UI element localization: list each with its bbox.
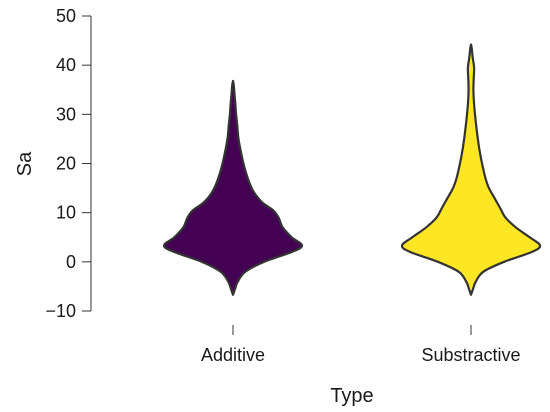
y-tick-label: 0 [66, 252, 76, 272]
violin-substractive [400, 43, 542, 296]
y-axis-title: Sa [14, 151, 36, 176]
y-axis: −10 0 10 20 30 40 50 [45, 6, 92, 321]
x-axis: Additive Substractive [201, 325, 521, 365]
x-tick-label: Substractive [421, 345, 520, 365]
y-tick-label: 50 [56, 6, 76, 26]
violins [162, 43, 542, 296]
y-tick-label: 30 [56, 104, 76, 124]
y-tick-label: −10 [45, 301, 76, 321]
y-tick-label: 40 [56, 55, 76, 75]
y-tick-label: 10 [56, 203, 76, 223]
x-tick-label: Additive [201, 345, 265, 365]
violin-additive [162, 79, 304, 296]
x-axis-title: Type [330, 385, 373, 407]
y-tick-label: 20 [56, 154, 76, 174]
